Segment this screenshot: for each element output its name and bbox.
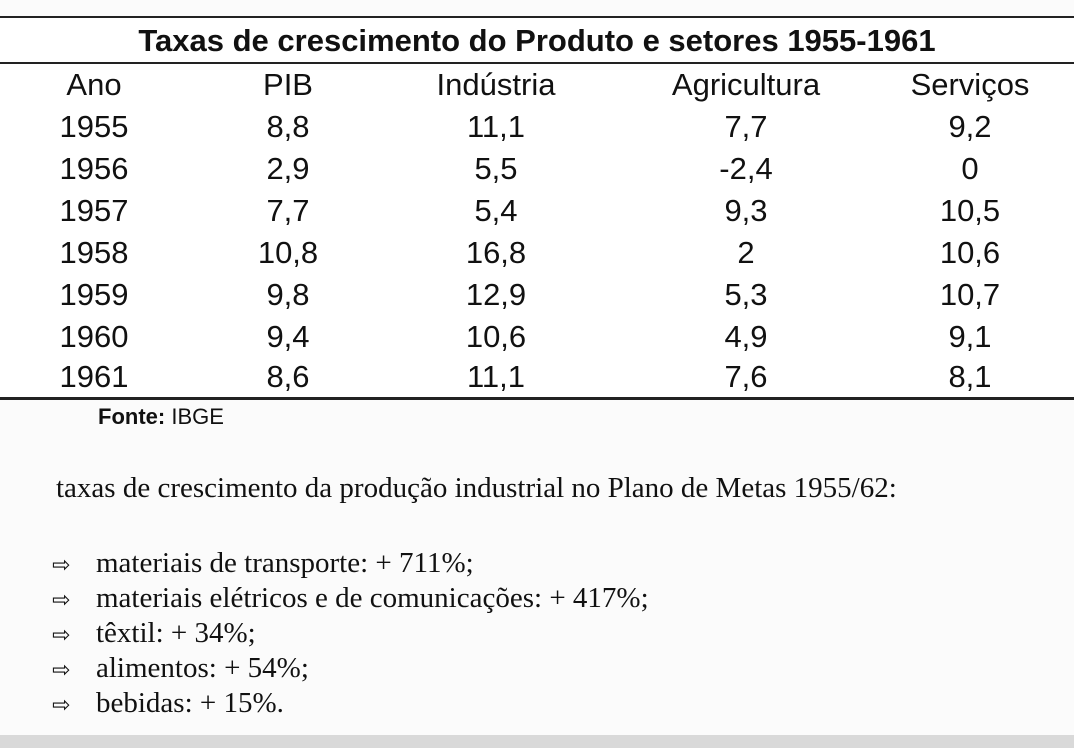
list-item-text: materiais elétricos e de comunicações: +… [96, 582, 649, 614]
table-cell: 5,4 [474, 193, 518, 228]
table-row: 1958 10,8 16,8 2 10,6 [0, 232, 1074, 274]
bottom-edge [0, 735, 1074, 748]
table-source: Fonte: IBGE [98, 403, 224, 431]
table-cell: 1955 [59, 109, 129, 144]
list-item-text: têxtil: + 34%; [96, 617, 256, 649]
list-item: ⇨ têxtil: + 34%; [52, 616, 649, 651]
list-item-text: alimentos: + 54%; [96, 652, 309, 684]
table-cell: 10,5 [939, 193, 1001, 228]
table-cell: 0 [961, 151, 979, 186]
table-cell: 10,6 [465, 319, 527, 354]
right-arrow-icon: ⇨ [52, 553, 71, 578]
column-header: Indústria [436, 67, 556, 102]
table-cell: 7,6 [724, 359, 768, 394]
right-arrow-icon: ⇨ [52, 658, 71, 683]
right-arrow-icon: ⇨ [52, 588, 71, 613]
table-cell: 11,1 [466, 109, 526, 144]
table-header-row: Ano PIB Indústria Agricultura Serviços [0, 64, 1074, 106]
notes-heading: taxas de crescimento da produção industr… [56, 472, 897, 504]
table-row: 1959 9,8 12,9 5,3 10,7 [0, 274, 1074, 316]
list-item: ⇨ bebidas: + 15%. [52, 686, 649, 721]
table-row: 1960 9,4 10,6 4,9 9,1 [0, 316, 1074, 358]
table-cell: 1959 [59, 277, 129, 312]
table-cell: 9,1 [948, 319, 992, 354]
list-item: ⇨ materiais elétricos e de comunicações: … [52, 581, 649, 616]
table-cell: 1960 [59, 319, 129, 354]
industrial-growth-list: ⇨ materiais de transporte: + 711%; ⇨ mater… [52, 546, 649, 721]
table-cell: 5,3 [724, 277, 768, 312]
table-cell: 9,3 [724, 193, 768, 228]
source-value: IBGE [171, 404, 224, 429]
table-cell: 11,1 [466, 359, 526, 394]
table-cell: 16,8 [465, 235, 527, 270]
column-header: Serviços [910, 67, 1030, 102]
table-cell: 9,2 [948, 109, 992, 144]
table-cell: 8,6 [266, 359, 310, 394]
table-title: Taxas de crescimento do Produto e setore… [0, 18, 1074, 64]
table-cell: 2,9 [266, 151, 310, 186]
right-arrow-icon: ⇨ [52, 693, 71, 718]
column-header: Agricultura [671, 67, 821, 102]
table-cell: 1957 [59, 193, 129, 228]
table-cell: 2 [737, 235, 755, 270]
table-cell: 8,1 [948, 359, 992, 394]
table-cell: 12,9 [465, 277, 527, 312]
table-cell: 10,7 [939, 277, 1001, 312]
table-row: 1956 2,9 5,5 -2,4 0 [0, 148, 1074, 190]
table-cell: 1958 [59, 235, 129, 270]
table-cell: 10,8 [257, 235, 319, 270]
table-cell: 8,8 [266, 109, 310, 144]
list-item: ⇨ alimentos: + 54%; [52, 651, 649, 686]
table-cell: 4,9 [724, 319, 768, 354]
table-row: 1955 8,8 11,1 7,7 9,2 [0, 106, 1074, 148]
list-item-text: bebidas: + 15%. [96, 687, 284, 719]
growth-rates-table: Taxas de crescimento do Produto e setore… [0, 16, 1074, 400]
source-label: Fonte: [98, 404, 166, 429]
table-row: 1957 7,7 5,4 9,3 10,5 [0, 190, 1074, 232]
table-cell: 1961 [59, 359, 129, 394]
right-arrow-icon: ⇨ [52, 623, 71, 648]
table-cell: 7,7 [266, 193, 310, 228]
table-cell: 10,6 [939, 235, 1001, 270]
table-cell: 9,8 [266, 277, 310, 312]
table-cell: 5,5 [474, 151, 518, 186]
list-item-text: materiais de transporte: + 711%; [96, 547, 474, 579]
table-cell: 9,4 [266, 319, 310, 354]
table-cell: 7,7 [724, 109, 768, 144]
column-header: Ano [66, 67, 122, 102]
column-header: PIB [263, 67, 313, 102]
table-row: 1961 8,6 11,1 7,6 8,1 [0, 356, 1074, 398]
list-item: ⇨ materiais de transporte: + 711%; [52, 546, 649, 581]
table-cell: -2,4 [719, 151, 773, 186]
table-cell: 1956 [59, 151, 129, 186]
